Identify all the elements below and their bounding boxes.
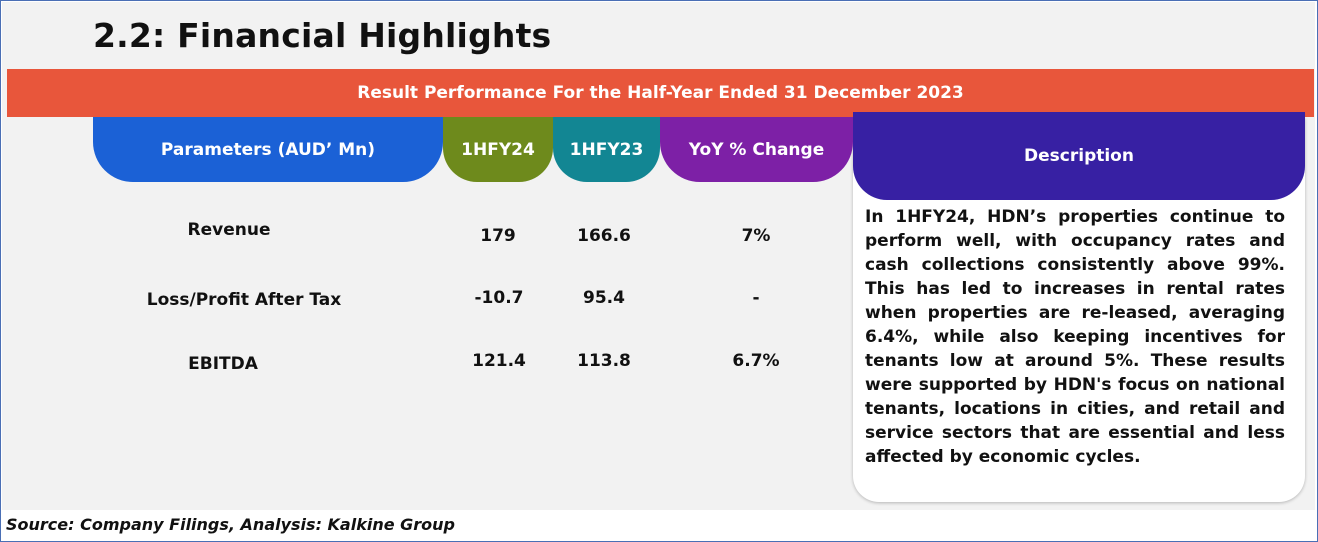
header-1hfy23: 1HFY23: [553, 117, 660, 182]
header-description: Description: [853, 112, 1305, 200]
row-ebitda-label: EBITDA: [188, 354, 258, 374]
row-pat-1hfy24: -10.7: [474, 288, 524, 308]
header-yoy-change: YoY % Change: [660, 117, 853, 182]
source-note: Source: Company Filings, Analysis: Kalki…: [6, 515, 456, 534]
header-1hfy24: 1HFY24: [443, 117, 553, 182]
result-banner: Result Performance For the Half-Year End…: [7, 69, 1314, 117]
row-revenue-1hfy23: 166.6: [577, 226, 631, 246]
row-revenue-1hfy24: 179: [480, 226, 516, 246]
page-title: 2.2: Financial Highlights: [93, 16, 552, 55]
row-pat-label: Loss/Profit After Tax: [146, 290, 342, 310]
row-pat-1hfy23: 95.4: [583, 288, 625, 308]
row-revenue-yoy: 7%: [741, 226, 771, 246]
description-text: In 1HFY24, HDN’s properties continue to …: [865, 207, 1285, 467]
row-revenue-label: Revenue: [187, 220, 271, 240]
row-ebitda-1hfy24: 121.4: [472, 351, 526, 371]
row-pat-yoy: -: [752, 288, 760, 308]
row-ebitda-1hfy23: 113.8: [577, 351, 631, 371]
header-parameters: Parameters (AUD’ Mn): [93, 117, 443, 182]
row-ebitda-yoy: 6.7%: [732, 351, 780, 371]
